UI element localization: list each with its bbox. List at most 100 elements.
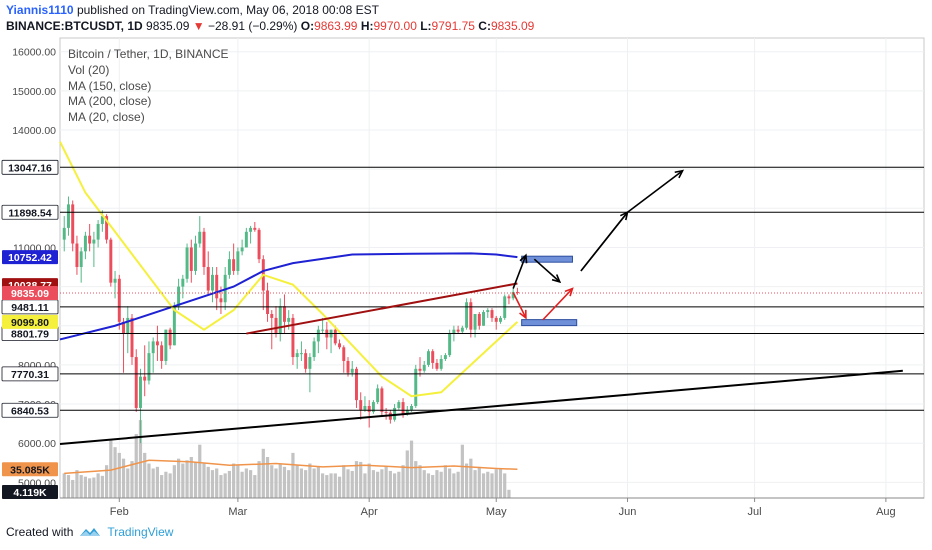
volume-bar	[75, 470, 79, 498]
volume-bar	[113, 447, 117, 498]
candle-body	[308, 357, 312, 369]
projection-arrow	[580, 211, 629, 272]
volume-bar	[261, 448, 265, 498]
candle-body	[367, 406, 371, 412]
candle-body	[227, 259, 231, 275]
publish-line: Yiannis1110 published on TradingView.com…	[6, 2, 926, 18]
volume-bar	[193, 461, 198, 498]
low-value: 9791.75	[431, 19, 475, 33]
level-badge-label: 8801.79	[11, 329, 49, 341]
level-badge-label: 9481.11	[11, 302, 49, 314]
candle-body	[486, 310, 490, 313]
candle-body	[147, 353, 151, 381]
candle-body	[79, 251, 83, 268]
axes: 5000.006000.007000.008000.009000.0010000…	[1, 47, 924, 518]
volume-bar	[265, 457, 270, 498]
candle-body	[511, 291, 515, 299]
candle-body	[88, 235, 92, 244]
candle-body	[130, 317, 134, 358]
candle-body	[257, 229, 261, 260]
candle-body	[490, 310, 494, 318]
candle-body	[240, 247, 244, 252]
volume-bar	[503, 473, 507, 498]
candle-body	[380, 388, 384, 412]
candle-body	[232, 259, 236, 271]
volume-bar	[481, 473, 486, 498]
volume-bar	[117, 452, 121, 498]
candle-body	[185, 247, 189, 279]
volume-bar	[469, 458, 473, 498]
candle-body	[109, 239, 113, 283]
projection-arrow-head	[551, 274, 562, 284]
candle-body	[350, 368, 354, 373]
plot-frame	[59, 37, 925, 499]
target-box	[521, 255, 573, 263]
candle-body	[160, 345, 164, 361]
candle-body	[295, 353, 299, 358]
resistance-trendline	[246, 282, 518, 335]
volume-bar	[71, 479, 75, 498]
volume-bar	[414, 461, 418, 498]
candle-body	[321, 329, 325, 331]
y-tick-label: 14000.00	[12, 125, 56, 137]
volume-bar	[160, 475, 164, 498]
volume-bar	[397, 471, 401, 498]
candle-body	[155, 341, 159, 346]
volume-bar	[168, 473, 172, 498]
volume-bars	[62, 420, 518, 498]
symbol-label: BINANCE:BTCUSDT, 1D	[6, 19, 143, 33]
y-tick-label: 6000.00	[18, 438, 56, 450]
candle-body	[244, 231, 248, 248]
candle-body	[422, 364, 426, 371]
volume-bar	[304, 470, 308, 498]
candle-body	[66, 204, 70, 228]
volume-bar	[350, 470, 354, 498]
level-badge-label: 6840.53	[11, 405, 49, 417]
candle-body	[181, 278, 185, 287]
volume-bar	[439, 471, 443, 498]
price-chart[interactable]: 5000.006000.007000.008000.009000.0010000…	[0, 36, 932, 520]
candle-body	[134, 357, 138, 408]
legend-ma20: MA (20, close)	[68, 110, 145, 124]
y-tick-label: 15000.00	[12, 86, 56, 98]
author-link[interactable]: Yiannis1110	[6, 3, 74, 17]
candle-body	[215, 274, 219, 299]
candle-body	[346, 360, 350, 373]
legend-vol: Vol (20)	[68, 63, 109, 77]
candle-body	[117, 278, 121, 322]
candle-body	[443, 355, 447, 360]
candle-body	[477, 314, 481, 326]
volume-bar	[202, 463, 206, 498]
x-tick-label: Jun	[619, 506, 637, 518]
volume-bar	[473, 470, 477, 498]
volume-bar	[143, 452, 147, 498]
volume-bar	[287, 470, 291, 498]
tradingview-brand[interactable]: TradingView	[107, 525, 174, 539]
volume-bar	[147, 463, 151, 498]
candle-body	[105, 216, 109, 240]
volume-bar	[401, 465, 405, 498]
projection-arrow	[533, 258, 561, 283]
volume-bar	[282, 466, 287, 498]
volume-bar	[405, 450, 409, 498]
candle-body	[405, 409, 409, 414]
volume-bar	[83, 476, 88, 498]
volume-bar	[172, 465, 176, 498]
candle-body	[151, 341, 155, 354]
candle-body	[304, 353, 308, 369]
volume-bar	[88, 478, 92, 498]
volume-bar	[363, 473, 367, 498]
candle-body	[338, 343, 342, 348]
candle-body	[333, 329, 337, 344]
candle-body	[138, 376, 142, 408]
bearish-arrow	[542, 288, 574, 321]
price-badge	[2, 286, 58, 301]
volume-bar	[507, 489, 511, 498]
volume-last-badge	[2, 485, 58, 499]
candle-body	[75, 243, 79, 268]
chart-header: Yiannis1110 published on TradingView.com…	[6, 2, 926, 34]
candle-body	[249, 227, 253, 232]
candle-body	[465, 302, 469, 328]
volume-bar	[359, 461, 363, 498]
volume-bar	[325, 475, 329, 498]
